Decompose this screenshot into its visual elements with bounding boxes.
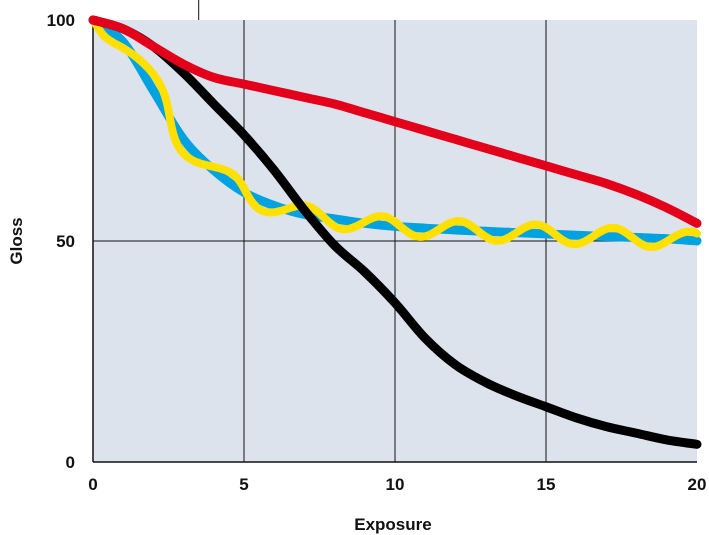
x-tick-label: 0 (88, 475, 97, 494)
grid-lines (92, 0, 697, 463)
x-tick-label: 15 (537, 475, 556, 494)
x-tick-label: 5 (239, 475, 248, 494)
series-lines (88, 15, 702, 449)
series-line-red (88, 15, 702, 228)
y-axis-label: Gloss (7, 217, 26, 264)
tick-labels: 0 5 10 15 20 0 50 100 (47, 11, 707, 494)
series-line-black (88, 15, 702, 449)
y-tick-label: 0 (66, 453, 75, 472)
x-tick-label: 10 (386, 475, 405, 494)
series-line-yellow (89, 16, 701, 252)
y-tick-label: 50 (56, 232, 75, 251)
y-tick-label: 100 (47, 11, 75, 30)
x-axis-label: Exposure (354, 515, 431, 534)
x-tick-label: 20 (688, 475, 707, 494)
